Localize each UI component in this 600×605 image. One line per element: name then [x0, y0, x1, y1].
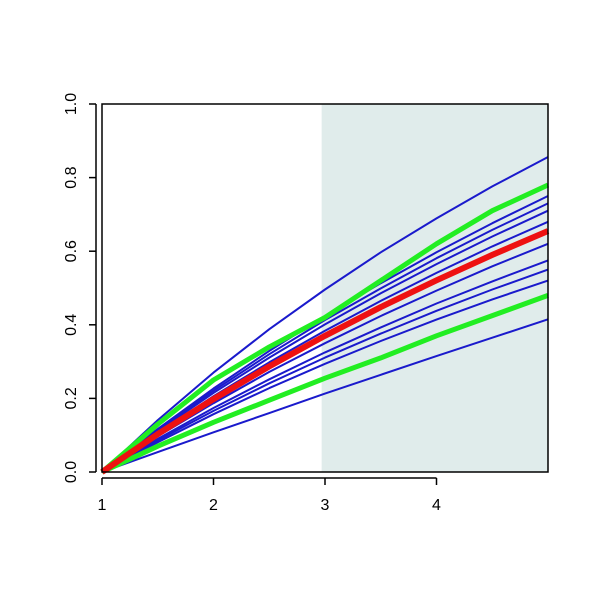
y-tick-label: 0.2 [63, 387, 80, 409]
series-line [101, 318, 549, 473]
x-tick-label: 3 [321, 497, 330, 514]
x-tick-label: 4 [432, 497, 441, 514]
y-tick-label: 0.0 [63, 461, 80, 483]
series-line [101, 259, 549, 473]
plot-box [101, 103, 549, 473]
series-line [101, 209, 549, 473]
series-line [100, 228, 550, 475]
shaded-region [321, 104, 548, 472]
y-tick-label: 0.6 [63, 240, 80, 262]
x-tick-label: 1 [98, 497, 107, 514]
series-line [100, 182, 550, 474]
series-line [101, 279, 549, 473]
x-tick-label: 2 [209, 497, 218, 514]
series-line [100, 293, 549, 475]
series-line [101, 268, 549, 473]
y-tick-label: 0.8 [63, 166, 80, 188]
series-line [101, 156, 549, 473]
y-tick-label: 1.0 [63, 93, 80, 115]
y-tick-label: 0.4 [63, 314, 80, 336]
